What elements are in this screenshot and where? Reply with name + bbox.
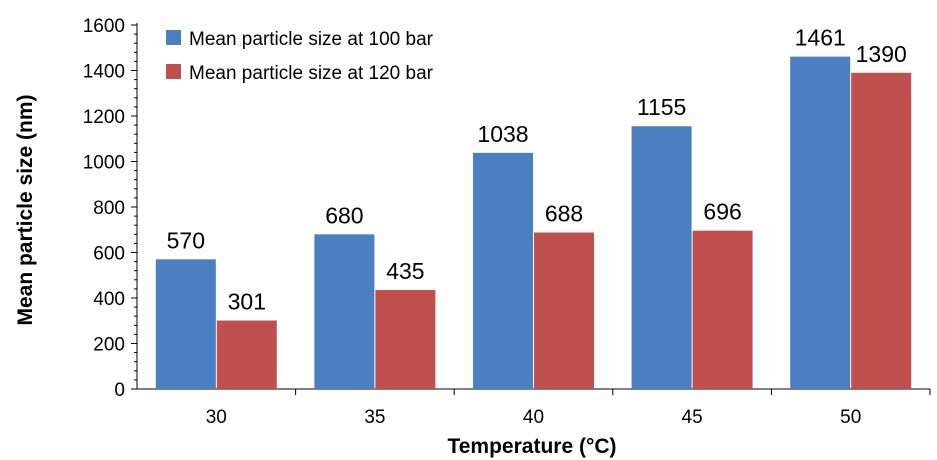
x-axis-title: Temperature (°C) — [447, 435, 616, 458]
data-label: 688 — [545, 200, 583, 226]
data-label: 1155 — [637, 94, 686, 120]
y-tick-label: 1600 — [83, 16, 125, 37]
y-tick-label: 600 — [93, 244, 125, 265]
bar-100bar-30 — [155, 259, 216, 389]
y-axis: 0 200 400 600 800 1000 1200 1400 1600 — [83, 16, 138, 401]
data-label: 570 — [167, 227, 205, 253]
bar-120bar-30 — [216, 320, 277, 389]
y-tick-label: 1200 — [83, 107, 125, 128]
bar-100bar-50 — [790, 56, 851, 390]
bars — [155, 56, 912, 390]
y-tick-label: 0 — [114, 380, 125, 401]
data-label: 1461 — [795, 25, 846, 51]
data-label: 301 — [228, 289, 266, 315]
legend-label: Mean particle size at 100 bar — [189, 29, 434, 50]
y-tick-label: 400 — [93, 289, 125, 310]
legend-swatch — [166, 64, 181, 79]
bar-100bar-45 — [631, 126, 692, 390]
y-tick-label: 1000 — [83, 153, 125, 174]
x-tick-label: 50 — [840, 407, 861, 428]
x-axis: 30 35 40 45 50 — [137, 388, 931, 428]
bar-100bar-40 — [473, 152, 533, 389]
bar-120bar-35 — [375, 290, 436, 389]
data-label: 1390 — [856, 41, 907, 67]
x-tick-label: 40 — [523, 407, 544, 428]
bar-120bar-50 — [851, 72, 912, 390]
y-axis-title: Mean particle size (nm) — [14, 94, 37, 325]
data-labels: 570 301 680 435 1038 688 1155 696 1461 1390 — [167, 25, 907, 315]
legend-label: Mean particle size at 120 bar — [189, 63, 434, 84]
y-tick-label: 800 — [93, 198, 125, 219]
x-tick-label: 45 — [682, 407, 703, 428]
y-tick-label: 1400 — [83, 62, 125, 83]
data-label: 680 — [325, 202, 363, 228]
data-label: 1038 — [477, 121, 528, 147]
bar-120bar-40 — [534, 232, 594, 389]
bar-120bar-45 — [692, 230, 753, 389]
bar-100bar-35 — [314, 234, 375, 389]
x-tick-label: 30 — [206, 407, 227, 428]
x-tick-label: 35 — [364, 407, 385, 428]
data-label: 696 — [703, 199, 741, 225]
data-label: 435 — [386, 258, 424, 284]
legend: Mean particle size at 100 bar Mean partic… — [166, 29, 434, 84]
y-tick-label: 200 — [93, 335, 125, 356]
legend-swatch — [166, 30, 181, 45]
